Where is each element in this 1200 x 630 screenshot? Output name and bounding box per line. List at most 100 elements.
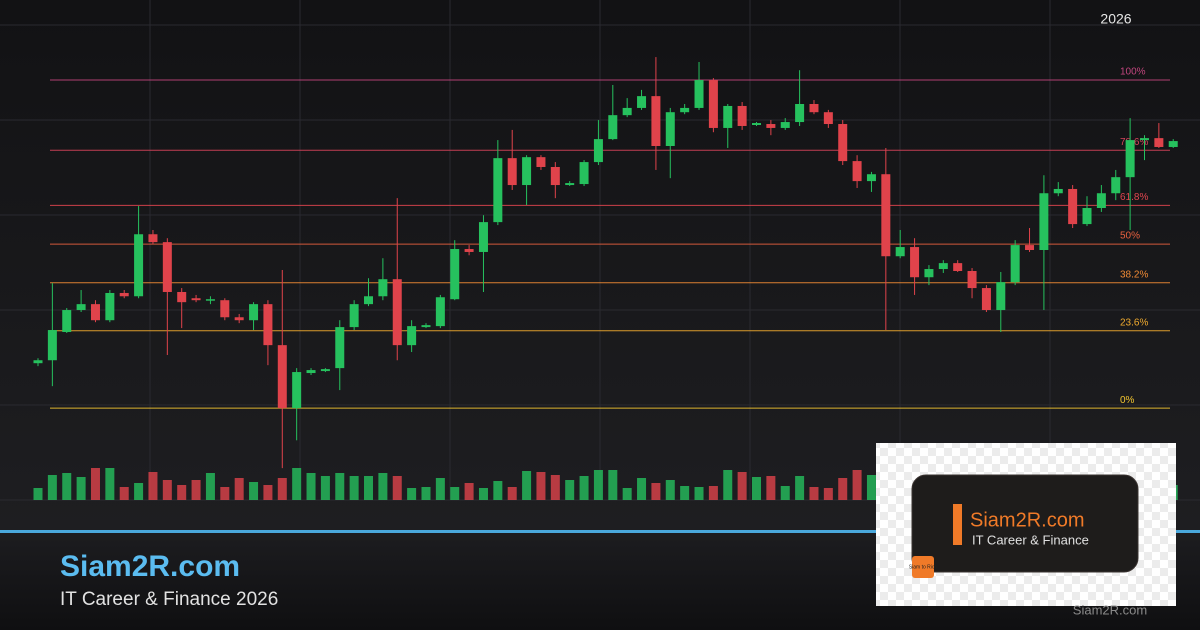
candle-body [996,282,1006,311]
candle-body [349,304,359,328]
volume-bar [493,481,503,500]
volume-bar [737,472,747,500]
candle-body [1168,141,1178,147]
candle-body [76,304,86,311]
volume-bar [177,485,187,500]
candle-body [1082,208,1092,225]
volume-bar [435,478,445,500]
volume-bar [522,471,532,500]
fib-label: 38.2% [1120,269,1148,280]
volume-bar [47,475,57,500]
volume-bar [694,487,704,500]
volume-bar [637,478,647,500]
fib-label: 61.8% [1120,192,1148,203]
volume-bar [306,473,316,500]
volume-bar [579,476,589,500]
volume-bar [852,470,862,500]
volume-bar [407,488,417,500]
candle-body [938,263,948,270]
volume-bar [119,487,129,500]
candle-body [981,288,991,311]
candle-body [378,279,388,297]
watermark: Siam2R.com [1073,602,1147,617]
candle-body [780,122,790,128]
volume-bar [263,485,273,500]
candle-body [335,327,345,369]
volume-bar [349,476,359,500]
card-tagline: IT Career & Finance [972,532,1089,547]
candle-body [90,304,100,321]
card-title: Siam2R.com [970,509,1084,531]
candle-body [838,124,848,162]
candle-body [866,174,876,182]
candle-body [450,249,460,300]
candle-body [953,263,963,271]
volume-bar [680,486,690,500]
candle-body [852,161,862,182]
candle-body [823,112,833,125]
candle-body [1111,177,1121,194]
candle-body [119,292,129,297]
candle-body [622,107,632,116]
volume-bar [292,468,302,500]
volume-bar [134,483,144,500]
candle-body [205,299,215,301]
candle-body [1125,140,1135,178]
candle-body [680,107,690,113]
logo [912,556,934,578]
candle-body [493,158,503,223]
candle-body [1068,188,1078,225]
candle-body [910,247,920,278]
candle-body [1154,138,1164,147]
candle-body [220,300,230,318]
volume-bar [838,478,848,500]
candle-body [766,124,776,128]
candle-body [608,115,618,140]
fib-label: 100% [1120,67,1146,78]
candle-body [752,123,761,125]
fib-label: 50% [1120,231,1140,242]
candle-body [665,112,675,146]
candle-body [593,139,603,163]
candle-body [565,183,575,186]
volume-bar [665,480,675,500]
candle-body [62,310,72,333]
volume-bar [62,473,72,500]
candle-body [234,317,244,321]
candle-body [924,269,934,278]
volume-bar [752,477,761,500]
candle-body [177,291,187,303]
volume-bar [708,486,718,500]
volume-bar [90,468,100,500]
candle-body [105,292,115,321]
footer-line [0,530,1200,533]
candle-body [277,345,287,409]
volume-bar [277,478,287,500]
candle-body [148,234,158,243]
volume-bar [593,470,603,500]
candle-body [249,304,259,321]
candle-body [478,222,488,252]
volume-bar [723,470,733,500]
volume-bar [536,472,546,500]
volume-bar [320,476,330,500]
volume-bar [795,476,805,500]
volume-bar [780,486,790,500]
candle-body [550,166,560,186]
year-label: 2026 [1100,11,1131,27]
candle-body [795,104,805,123]
candle-body [809,104,819,113]
candle-body [967,270,977,289]
candle-body [47,330,57,361]
candle-body [708,80,718,128]
logo-text: Siam to Rich [909,564,938,570]
candle-body [306,370,316,374]
volume-bar [105,468,115,500]
candle-body [694,80,704,108]
candle-body [191,298,201,301]
candle-body [651,96,661,146]
volume-bar [335,473,345,500]
candle-body [1025,245,1035,250]
candle-body [292,372,302,409]
